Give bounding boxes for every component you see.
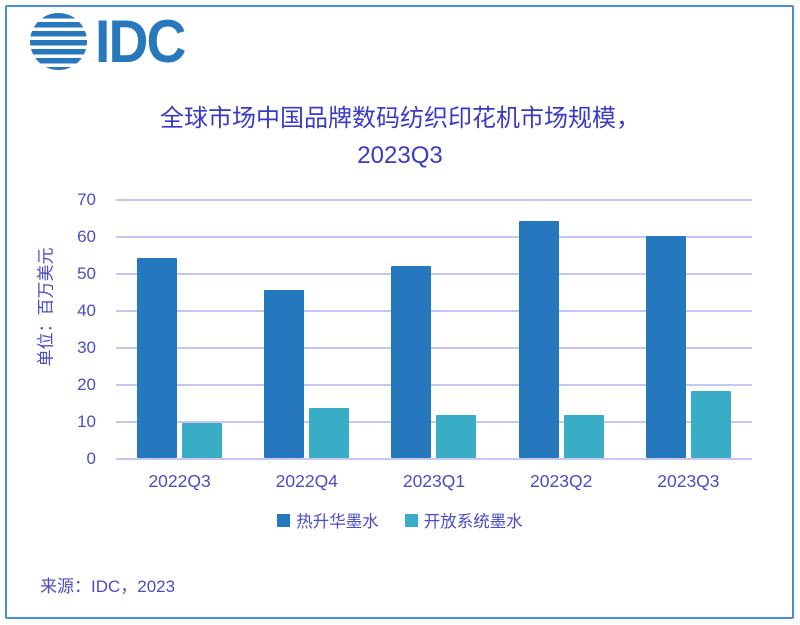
bar-2023Q3-series1 [645,236,686,458]
legend-item-series2: 开放系统墨水 [404,508,523,532]
gridline-40 [116,310,752,313]
y-tick-label-70: 70 [77,190,96,209]
bar-2023Q2-series2 [563,415,604,458]
bar-group-2022Q4 [243,199,370,458]
idc-globe-icon [30,13,87,70]
chart-title-line1: 全球市场中国品牌数码纺织印花机市场规模， [160,105,640,132]
legend-item-series1: 热升华墨水 [277,508,379,532]
gridline-70 [116,199,752,201]
bar-2022Q4-series1 [264,289,305,458]
gridline-20 [116,384,752,387]
source-note: 来源：IDC，2023 [40,577,176,596]
y-tick-label-20: 20 [77,375,96,395]
y-tick-label-60: 60 [77,227,96,246]
x-axis-labels: 2022Q3 2022Q4 2023Q1 2023Q2 2023Q3 [116,471,752,493]
bar-2022Q4-series2 [309,408,350,458]
bar-group-2023Q3 [625,199,752,458]
legend: 热升华墨水 开放系统墨水 [0,508,800,532]
x-tick-label-2023Q1: 2023Q1 [402,471,466,491]
idc-logo: IDC [30,8,192,75]
y-axis-ticks: 0 10 20 30 40 50 60 70 [40,191,96,468]
bar-2023Q3-series2 [690,391,731,458]
plot-area [116,199,752,460]
bar-group-2023Q2 [498,199,625,458]
gridline-60 [116,236,752,238]
y-tick-label-40: 40 [77,301,96,321]
chart-title: 全球市场中国品牌数码纺织印花机市场规模， 2023Q3 [0,100,800,174]
gridline-50 [116,273,752,275]
bar-2022Q3-series2 [182,422,223,458]
bar-group-2022Q3 [116,199,243,458]
x-tick-label-2022Q3: 2022Q3 [148,471,211,491]
y-tick-label-0: 0 [86,449,96,468]
gridline-10 [116,421,752,424]
idc-logo-text: IDC [95,8,186,75]
gridline-0 [116,458,752,460]
x-tick-label-2023Q3: 2023Q3 [657,471,720,491]
y-tick-label-10: 10 [77,412,96,432]
bar-2023Q2-series1 [518,221,559,458]
x-tick-label-2023Q2: 2023Q2 [530,471,593,491]
legend-label-series1: 热升华墨水 [296,513,379,531]
legend-swatch-series2 [404,513,418,527]
y-tick-label-30: 30 [77,338,96,357]
legend-swatch-series1 [277,513,291,527]
legend-label-series2: 开放系统墨水 [423,513,523,531]
bar-2023Q1-series2 [436,415,477,458]
x-tick-label-2022Q4: 2022Q4 [275,471,338,491]
bar-group-2023Q1 [370,199,497,458]
bar-2023Q1-series1 [391,265,432,458]
gridline-30 [116,347,752,349]
bar-2022Q3-series1 [137,258,178,458]
y-tick-label-50: 50 [77,264,96,283]
chart-title-line2: 2023Q3 [357,142,443,169]
